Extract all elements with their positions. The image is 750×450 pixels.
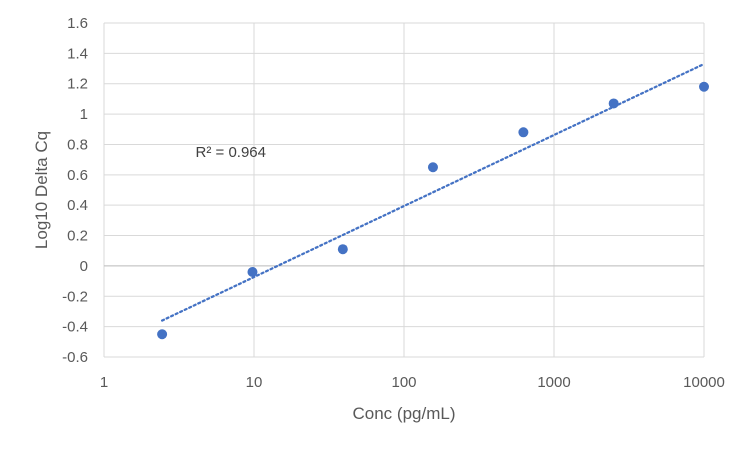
y-tick-label: 0 [80, 258, 88, 275]
x-axis-title: Conc (pg/mL) [353, 404, 456, 423]
x-tick-label: 10 [246, 374, 263, 391]
y-tick-label: 0.8 [67, 136, 88, 153]
data-point [608, 98, 619, 109]
y-tick-label: 0.4 [67, 197, 88, 214]
data-point [157, 329, 168, 340]
y-tick-label: 1 [80, 106, 88, 123]
y-tick-label: -0.6 [62, 349, 88, 366]
y-tick-label: 0.2 [67, 228, 88, 245]
trendline [160, 62, 706, 322]
x-tick-labels: 1 10 100 1000 10000 [100, 374, 725, 391]
data-point [518, 127, 529, 138]
data-point [699, 81, 709, 92]
y-tick-label: 1.2 [67, 76, 88, 93]
y-tick-label: 1.6 [67, 15, 88, 32]
data-point [247, 266, 258, 277]
x-tick-label: 1000 [537, 374, 570, 391]
x-tick-label: 100 [391, 374, 416, 391]
grid-lines [103, 22, 705, 358]
x-tick-label: 1 [100, 374, 108, 391]
data-point [427, 162, 438, 173]
x-tick-label: 10000 [683, 374, 725, 391]
y-tick-label: -0.2 [62, 288, 88, 305]
annotations: R² = 0.964 [196, 144, 266, 161]
trendline-line [160, 62, 706, 322]
y-tick-labels: -0.6 -0.4 -0.2 0 0.2 0.4 0.6 0.8 1 1.2 1.4 1.6 [62, 15, 88, 366]
y-tick-label: 1.4 [67, 45, 88, 62]
data-points [157, 81, 709, 340]
y-tick-label: 0.6 [67, 167, 88, 184]
y-tick-label: -0.4 [62, 319, 88, 336]
r-squared-label: R² = 0.964 [196, 144, 266, 161]
data-point [337, 244, 348, 255]
y-axis-title: Log10 Delta Cq [32, 131, 51, 249]
